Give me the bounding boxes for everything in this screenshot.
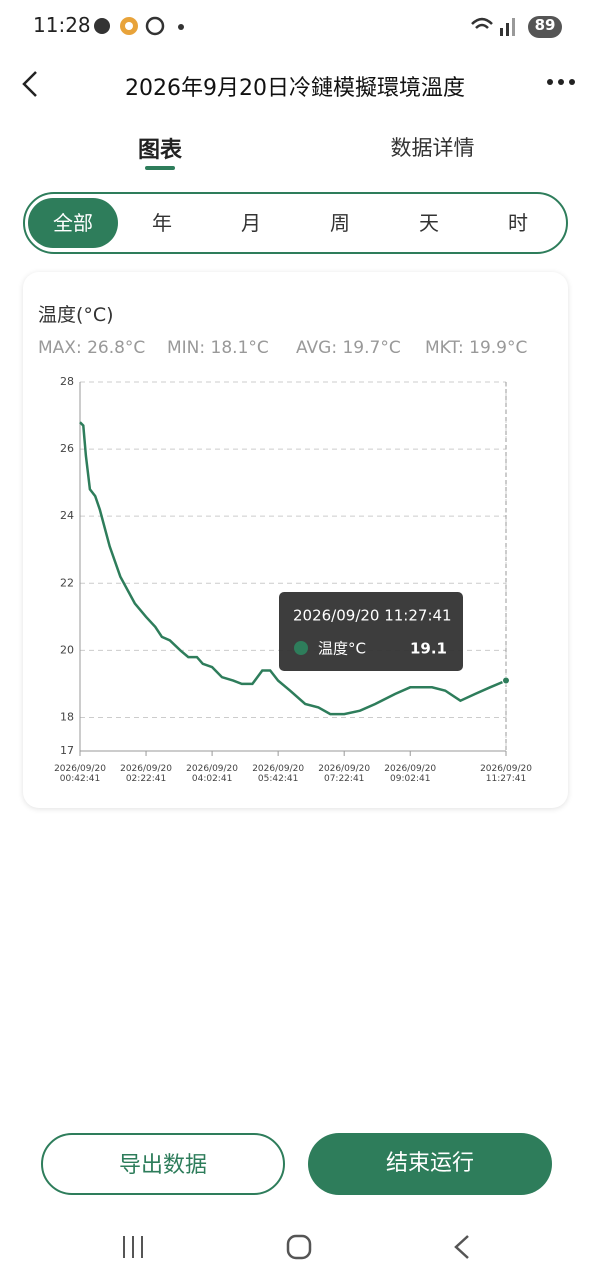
tooltip: 2026/09/20 11:27:41 温度°C 19.1: [279, 592, 463, 671]
y-tick-label: 18: [60, 710, 74, 723]
status-time: 11:28: [33, 13, 91, 37]
filter-active-bg: [28, 198, 118, 248]
filter-option[interactable]: 全部: [53, 211, 93, 235]
tooltip-time: 2026/09/20 11:27:41: [293, 607, 452, 625]
stat-avg: AVG: 19.7°C: [296, 338, 401, 358]
point-marker: [502, 676, 510, 685]
status-icons: [94, 16, 184, 36]
y-tick-label: 24: [60, 509, 74, 522]
filter-option[interactable]: 年: [152, 211, 172, 235]
chart-title: 温度(°C): [38, 304, 114, 326]
filter-option[interactable]: 天: [419, 211, 439, 235]
y-tick-label: 26: [60, 442, 74, 455]
x-tick-label: 2026/09/20 02:22:41: [120, 764, 172, 784]
tab-chart[interactable]: 图表: [137, 138, 182, 163]
status-right-icons: [471, 16, 562, 38]
tab-details[interactable]: 数据详情: [390, 136, 475, 160]
export-button[interactable]: 导出数据: [41, 1133, 285, 1195]
filter-bar: [23, 192, 568, 254]
y-tick-label: 20: [60, 643, 74, 656]
tab-indicator: [145, 166, 175, 170]
x-tick-label: 2026/09/20 05:42:41: [252, 764, 304, 784]
y-tick-label: 22: [60, 576, 74, 589]
y-tick-label: 28: [60, 375, 74, 388]
back-button[interactable]: [18, 68, 48, 100]
stop-button[interactable]: 结束运行: [308, 1133, 552, 1195]
y-tick-label: 17: [60, 744, 74, 757]
stat-max: MAX: 26.8°C: [38, 338, 146, 358]
series-line: [79, 421, 507, 716]
battery-level: 89: [534, 16, 556, 34]
x-tick-label: 2026/09/20 09:02:41: [384, 764, 436, 784]
chart: 17 18 20 22 24 26 28 2026/09/20 00:42:41 2026/09/…: [54, 375, 532, 784]
x-tick-label: 2026/09/20 11:27:41: [480, 764, 532, 784]
stat-mkt: MKT: 19.9°C: [425, 338, 528, 358]
tooltip-legend-dot: [294, 641, 308, 655]
filter-option[interactable]: 月: [241, 211, 261, 235]
tooltip-value: 19.1: [410, 640, 447, 658]
chart-card: [23, 272, 568, 808]
page-title: 2026年9月20日冷鏈模擬環境溫度: [125, 76, 465, 101]
x-tick-label: 2026/09/20 04:02:41: [186, 764, 238, 784]
tooltip-bg: [279, 592, 463, 671]
x-tick-label: 2026/09/20 00:42:41: [54, 764, 106, 784]
tooltip-series-name: 温度°C: [318, 640, 366, 658]
x-tick-label: 2026/09/20 07:22:41: [318, 764, 370, 784]
filter-option[interactable]: 周: [330, 211, 350, 235]
stat-min: MIN: 18.1°C: [167, 338, 269, 358]
nav-bar: [123, 1234, 469, 1260]
filter-option[interactable]: 时: [508, 211, 528, 235]
more-button[interactable]: [545, 74, 577, 90]
